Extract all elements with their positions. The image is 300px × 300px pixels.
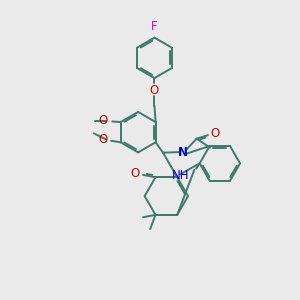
Text: N: N [178,146,188,159]
Text: O: O [98,134,107,146]
Text: O: O [131,167,140,180]
Text: O: O [150,84,159,97]
Text: F: F [151,20,158,33]
Text: NH: NH [172,169,189,182]
Text: O: O [210,128,220,140]
Text: O: O [99,114,108,128]
